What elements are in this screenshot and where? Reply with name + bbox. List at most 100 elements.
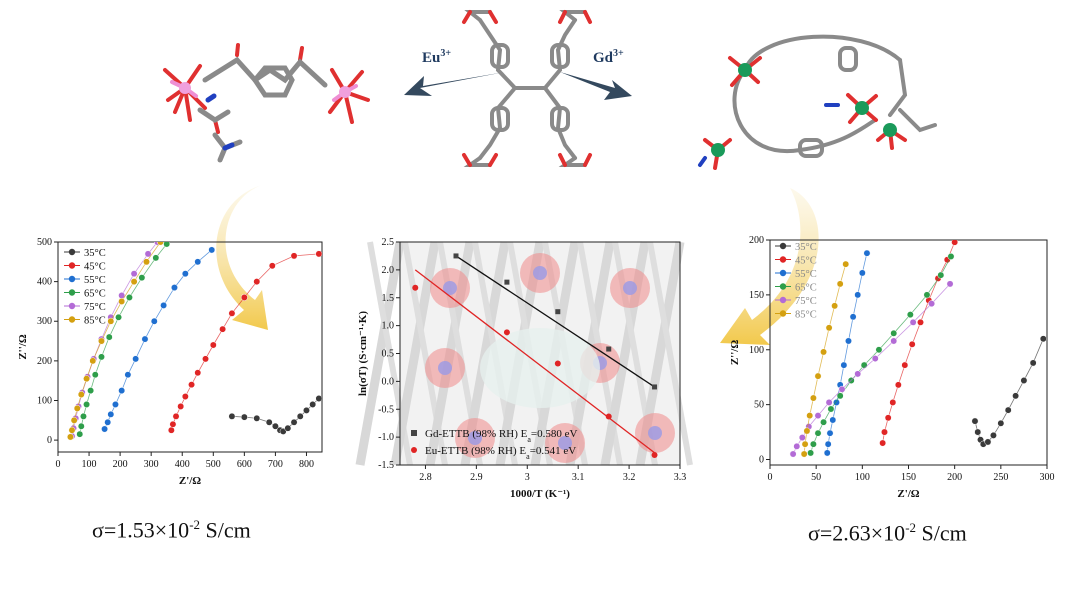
data-point-65 bbox=[890, 329, 898, 337]
data-point-85 bbox=[89, 357, 97, 365]
x-tick-label: 3 bbox=[525, 472, 530, 483]
y-tick-label: 200 bbox=[37, 356, 52, 367]
x-tick-label: 100 bbox=[82, 459, 97, 470]
x-axis-label: Z'/Ω bbox=[897, 488, 919, 500]
y-tick-label: 150 bbox=[749, 290, 764, 301]
sigma-right: σ=2.63×10-2 S/cm bbox=[808, 520, 967, 546]
data-point-55 bbox=[107, 410, 115, 418]
data-point-gd bbox=[453, 253, 459, 259]
plot-area bbox=[789, 240, 1047, 458]
y-axis-label: Z''/Ω bbox=[17, 334, 29, 360]
arrow-to-eu bbox=[404, 72, 505, 96]
data-point-65 bbox=[76, 430, 84, 438]
eu-ion-symbol: Eu bbox=[422, 50, 441, 66]
data-point-35 bbox=[997, 419, 1005, 427]
data-point-45 bbox=[202, 355, 209, 363]
data-point-65 bbox=[937, 271, 945, 279]
legend-label-35: 35°C bbox=[795, 242, 817, 253]
x-tick-label: 800 bbox=[299, 459, 314, 470]
data-point-65 bbox=[115, 313, 123, 321]
x-tick-label: 700 bbox=[268, 459, 283, 470]
gd-ion-label: Gd3+ bbox=[593, 48, 624, 67]
x-tick-label: 150 bbox=[901, 472, 916, 483]
legend-marker-45 bbox=[68, 262, 76, 269]
y-tick-label: 0.0 bbox=[382, 376, 395, 387]
data-point-75 bbox=[130, 270, 138, 278]
mof-framework-background bbox=[355, 241, 693, 466]
data-point-85 bbox=[130, 278, 138, 286]
mof-node-center bbox=[623, 281, 637, 295]
mof-strut bbox=[355, 241, 405, 466]
y-axis-label: Z''/Ω bbox=[729, 340, 741, 366]
data-point-55 bbox=[124, 371, 132, 379]
data-point-75 bbox=[890, 337, 898, 345]
y-tick-label: 0 bbox=[759, 455, 764, 466]
x-tick-label: 2.8 bbox=[419, 472, 432, 483]
series-line-65 bbox=[79, 243, 168, 435]
data-point-35 bbox=[271, 422, 279, 430]
data-point-55 bbox=[171, 284, 178, 292]
legend-marker-55 bbox=[779, 269, 787, 277]
data-point-45 bbox=[881, 428, 888, 436]
data-point-85 bbox=[143, 258, 150, 266]
data-point-65 bbox=[820, 418, 828, 426]
legend-label-45: 45°C bbox=[84, 262, 106, 273]
data-point-45 bbox=[228, 309, 236, 317]
sigma-left-unit: S/cm bbox=[200, 517, 251, 543]
data-point-35 bbox=[974, 428, 982, 436]
data-point-65 bbox=[809, 440, 817, 448]
x-tick-label: 0 bbox=[768, 472, 773, 483]
data-point-65 bbox=[98, 353, 105, 361]
data-point-65 bbox=[836, 392, 844, 400]
y-tick-label: 300 bbox=[37, 316, 52, 327]
data-point-45 bbox=[951, 240, 959, 246]
data-point-65 bbox=[138, 274, 146, 282]
data-point-45 bbox=[172, 412, 180, 420]
legend-marker-gd bbox=[411, 430, 417, 436]
data-point-75 bbox=[871, 355, 879, 362]
data-point-85 bbox=[806, 412, 814, 420]
data-point-45 bbox=[908, 340, 916, 348]
y-tick-label: -1.0 bbox=[378, 432, 394, 443]
legend-name: Eu-ETTB (98% RH) E bbox=[425, 445, 526, 457]
data-point-35 bbox=[309, 401, 317, 408]
data-point-65 bbox=[923, 291, 931, 299]
gd-ion-symbol: Gd bbox=[593, 50, 614, 66]
data-point-85 bbox=[836, 280, 844, 288]
sigma-right-base: σ=2.63×10 bbox=[808, 520, 906, 546]
legend-marker-75 bbox=[68, 302, 76, 310]
data-point-45 bbox=[917, 318, 924, 326]
data-point-75 bbox=[793, 442, 801, 450]
data-point-35 bbox=[290, 418, 298, 426]
legend-label-45: Eu-ETTB (98% RH) Ea=0.541 eV bbox=[425, 445, 576, 461]
data-point-85 bbox=[814, 372, 822, 380]
data-point-eu bbox=[554, 360, 561, 367]
series-line-35 bbox=[974, 338, 1044, 445]
data-point-55 bbox=[160, 301, 168, 309]
x-axis-label: 1000/T (K⁻¹) bbox=[510, 488, 570, 500]
y-tick-label: -1.5 bbox=[378, 460, 394, 471]
legend-marker-eu bbox=[411, 447, 417, 453]
data-point-65 bbox=[83, 401, 91, 408]
x-tick-label: 500 bbox=[206, 459, 221, 470]
data-point-55 bbox=[854, 291, 862, 299]
data-point-75 bbox=[144, 250, 152, 258]
data-point-35 bbox=[253, 414, 261, 422]
y-tick-label: 400 bbox=[37, 277, 52, 288]
legend-label-45: 45°C bbox=[795, 256, 817, 267]
legend-marker-65 bbox=[68, 289, 76, 296]
data-point-gd bbox=[555, 309, 561, 315]
gd-coordination-structure bbox=[698, 34, 937, 170]
mof-node-center bbox=[443, 281, 457, 295]
x-tick-label: 3.3 bbox=[674, 472, 687, 483]
x-axis-label: Z'/Ω bbox=[179, 475, 201, 487]
data-point-75 bbox=[909, 318, 917, 326]
mof-strut bbox=[647, 241, 693, 466]
data-point-55 bbox=[104, 418, 112, 426]
data-point-85 bbox=[83, 375, 91, 383]
data-point-75 bbox=[854, 370, 862, 378]
data-point-55 bbox=[826, 429, 834, 437]
fit-line-45 bbox=[414, 269, 655, 454]
data-point-45 bbox=[290, 252, 298, 260]
legend-label-55: 55°C bbox=[84, 275, 106, 286]
